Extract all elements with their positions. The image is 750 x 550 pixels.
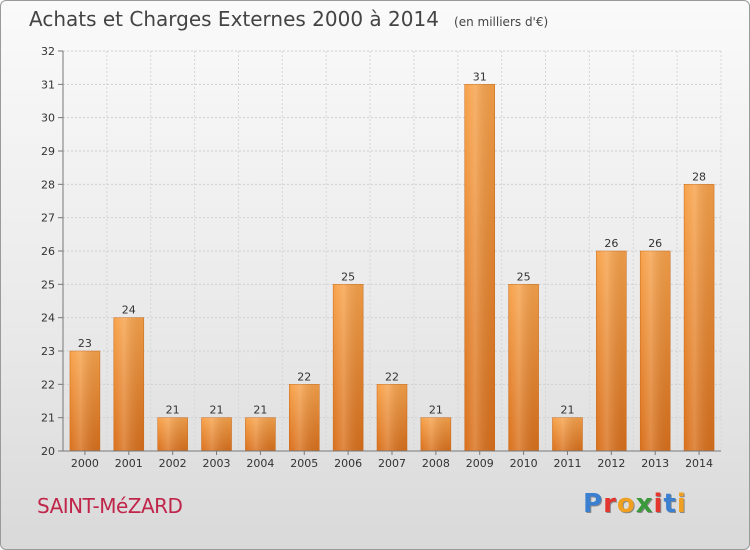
logo-letter: P bbox=[583, 489, 604, 519]
data-label-2012: 26 bbox=[604, 237, 618, 250]
x-tick-label-2002: 2002 bbox=[159, 457, 187, 470]
y-tick-label: 31 bbox=[41, 78, 55, 91]
x-tick-label-2010: 2010 bbox=[510, 457, 538, 470]
x-tick-label-2012: 2012 bbox=[597, 457, 625, 470]
x-tick-label-2009: 2009 bbox=[466, 457, 494, 470]
data-label-2006: 25 bbox=[341, 270, 355, 283]
logo-letter: o bbox=[616, 489, 636, 519]
data-label-2013: 26 bbox=[648, 237, 662, 250]
x-tick-label-2001: 2001 bbox=[115, 457, 143, 470]
data-label-2014: 28 bbox=[692, 170, 706, 183]
bar-shine bbox=[596, 251, 627, 451]
x-tick-label-2006: 2006 bbox=[334, 457, 362, 470]
y-tick-label: 24 bbox=[41, 312, 55, 325]
x-tick-label-2011: 2011 bbox=[553, 457, 581, 470]
x-tick-label-2013: 2013 bbox=[641, 457, 669, 470]
data-label-2005: 22 bbox=[297, 370, 311, 383]
x-tick-label-2008: 2008 bbox=[422, 457, 450, 470]
y-tick-label: 25 bbox=[41, 278, 55, 291]
logo-letter: r bbox=[603, 489, 617, 519]
x-tick-label-2004: 2004 bbox=[246, 457, 274, 470]
logo-letter: x bbox=[635, 489, 654, 519]
bar-shine bbox=[289, 384, 320, 451]
data-label-2003: 21 bbox=[210, 404, 224, 417]
title-row: Achats et Charges Externes 2000 à 2014 (… bbox=[29, 7, 548, 31]
y-tick-label: 20 bbox=[41, 445, 55, 458]
chart-title: Achats et Charges Externes 2000 à 2014 bbox=[29, 7, 439, 31]
y-tick-label: 26 bbox=[41, 245, 55, 258]
x-tick-label-2005: 2005 bbox=[290, 457, 318, 470]
bar-shine bbox=[201, 417, 232, 451]
data-label-2009: 31 bbox=[473, 70, 487, 83]
logo-letter: i bbox=[676, 489, 687, 519]
bar-shine bbox=[157, 417, 188, 451]
logo-letter: t bbox=[663, 489, 677, 519]
bar-shine bbox=[640, 251, 671, 451]
x-tick-label-2000: 2000 bbox=[71, 457, 99, 470]
y-tick-label: 23 bbox=[41, 345, 55, 358]
bar-shine bbox=[420, 417, 451, 451]
y-tick-label: 29 bbox=[41, 145, 55, 158]
bar-shine bbox=[508, 284, 539, 451]
x-tick-label-2014: 2014 bbox=[685, 457, 713, 470]
y-tick-label: 30 bbox=[41, 112, 55, 125]
y-tick-label: 22 bbox=[41, 378, 55, 391]
logo-letter: i bbox=[653, 489, 664, 519]
bar-shine bbox=[113, 317, 144, 451]
data-label-2008: 21 bbox=[429, 404, 443, 417]
x-tick-label-2003: 2003 bbox=[203, 457, 231, 470]
bar-shine bbox=[464, 84, 495, 451]
location-name: SAINT-MéZARD bbox=[37, 494, 183, 518]
data-label-2001: 24 bbox=[122, 304, 136, 317]
y-tick-label: 32 bbox=[41, 45, 55, 58]
data-label-2011: 21 bbox=[560, 404, 574, 417]
proxiti-logo: Proxiti bbox=[583, 489, 687, 519]
data-label-2004: 21 bbox=[253, 404, 267, 417]
x-tick-label-2007: 2007 bbox=[378, 457, 406, 470]
data-label-2010: 25 bbox=[517, 270, 531, 283]
y-tick-label: 27 bbox=[41, 212, 55, 225]
bar-shine bbox=[552, 417, 583, 451]
y-tick-label: 28 bbox=[41, 178, 55, 191]
data-label-2002: 21 bbox=[166, 404, 180, 417]
bar-shine bbox=[333, 284, 364, 451]
bar-shine bbox=[69, 351, 100, 451]
bar-shine bbox=[377, 384, 407, 451]
data-label-2000: 23 bbox=[78, 337, 92, 350]
data-label-2007: 22 bbox=[385, 370, 399, 383]
chart-subtitle: (en milliers d'€) bbox=[454, 15, 549, 29]
bar-shine bbox=[684, 184, 715, 452]
y-tick-label: 21 bbox=[41, 412, 55, 425]
bar-shine bbox=[245, 417, 276, 451]
